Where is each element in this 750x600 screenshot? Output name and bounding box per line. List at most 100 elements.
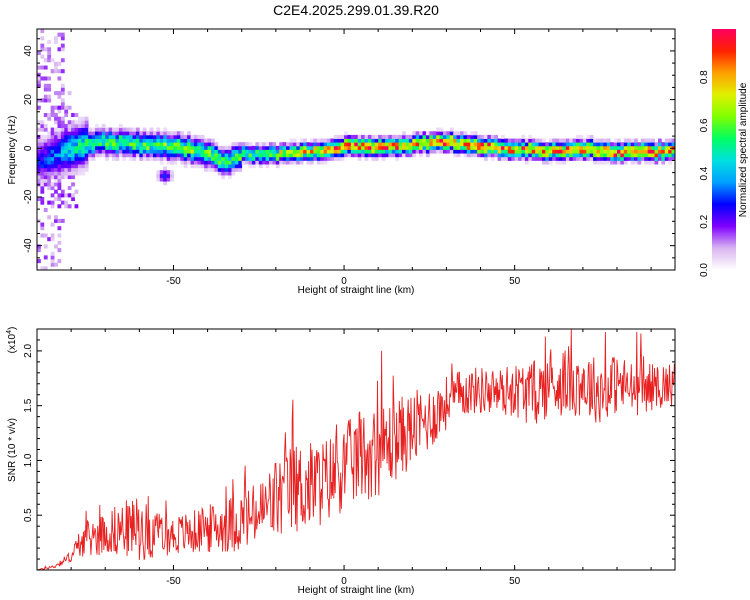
heatmap-cell [531,138,536,143]
heatmap-cell [166,153,171,158]
heatmap-cell [419,134,423,139]
heatmap-cell [245,153,249,158]
heatmap-cell [40,98,45,103]
heatmap-cell [446,134,451,139]
heatmap-cell [60,131,65,136]
heatmap-cell [661,156,666,161]
heatmap-cell [146,138,150,143]
heatmap-cell [309,149,314,154]
heatmap-cell [84,164,89,169]
heatmap-cell [43,76,48,81]
heatmap-cell [330,156,335,161]
heatmap-cell [64,204,69,209]
heatmap-cell [470,145,475,150]
heatmap-cell [395,145,400,150]
heatmap-cell [129,145,133,150]
heatmap-cell [275,156,280,161]
heatmap-cell [501,138,505,143]
heatmap-cell [139,134,144,139]
heatmap-cell [555,142,560,147]
heatmap-cell [57,109,62,114]
heatmap-cell [545,142,550,147]
heatmap-cell [286,156,290,161]
heatmap-cell [101,123,106,128]
heatmap-cell [88,134,92,139]
heatmap-cell [367,138,372,143]
heatmap-cell [565,153,570,158]
heatmap-cell [74,164,79,169]
heatmap-cell [43,160,48,165]
heatmap-cell [275,160,280,165]
heatmap-cell [497,153,502,158]
heatmap-cell [112,156,116,161]
heatmap-cell [327,156,331,161]
heatmap-cell [146,142,150,147]
heatmap-cell [664,138,669,143]
heatmap-cell [47,87,52,92]
heatmap-cell [241,153,246,158]
heatmap-cell [43,149,48,154]
heatmap-cell [67,142,72,147]
heatmap-cell [60,58,65,63]
heatmap-cell [71,171,75,176]
heatmap-cell [463,134,468,139]
heatmap-cell [60,156,65,161]
heatmap-cell [60,153,65,158]
heatmap-cell [156,131,161,136]
heatmap-cell [412,145,417,150]
heatmap-cell [559,149,563,154]
heatmap-cell [630,153,635,158]
heatmap-cell [74,142,79,147]
heatmap-cell [443,149,447,154]
heatmap-cell [183,156,188,161]
heatmap-cell [176,145,181,150]
heatmap-cell [340,145,345,150]
heatmap-cell [265,164,270,169]
heatmap-cell [398,153,403,158]
heatmap-cell [207,160,212,165]
heatmap-cell [657,149,662,154]
heatmap-cell [606,149,611,154]
heatmap-cell [200,149,205,154]
heatmap-cell [234,142,239,147]
heatmap-cell [559,138,563,143]
heatmap-cell [238,145,243,150]
heatmap-cell [40,123,45,128]
heatmap-cell [555,149,560,154]
heatmap-cell [183,138,188,143]
heatmap-cell [391,153,396,158]
heatmap-cell [248,164,253,169]
heatmap-cell [599,138,604,143]
heatmap-cell [316,149,321,154]
heatmap-cell [159,153,164,158]
heatmap-cell [193,142,198,147]
heatmap-cell [514,149,519,154]
heatmap-cell [483,149,488,154]
heatmap-cell [139,142,144,147]
heatmap-cell [108,131,113,136]
snr-series-line [37,329,675,570]
heatmap-cell [77,153,82,158]
heatmap-cell [511,138,516,143]
heatmap-cell [425,153,430,158]
heatmap-cell [217,160,222,165]
heatmap-cell [214,160,219,165]
heatmap-cell [40,153,45,158]
heatmap-cell [37,76,41,81]
heatmap-cell [217,164,222,169]
heatmap-cell [453,149,458,154]
heatmap-cell [596,145,601,150]
heatmap-cell [644,156,649,161]
heatmap-cell [231,156,236,161]
heatmap-cell [429,145,434,150]
heatmap-cell [54,120,58,125]
heatmap-cell [211,167,215,172]
heatmap-cell [54,153,58,158]
heatmap-cell [84,160,89,165]
heatmap-cell [211,142,215,147]
heatmap-cell [64,131,69,136]
heatmap-cell [118,127,123,132]
heatmap-cell [272,153,277,158]
colorbar-scale [712,29,736,270]
heatmap-cell [579,134,584,139]
